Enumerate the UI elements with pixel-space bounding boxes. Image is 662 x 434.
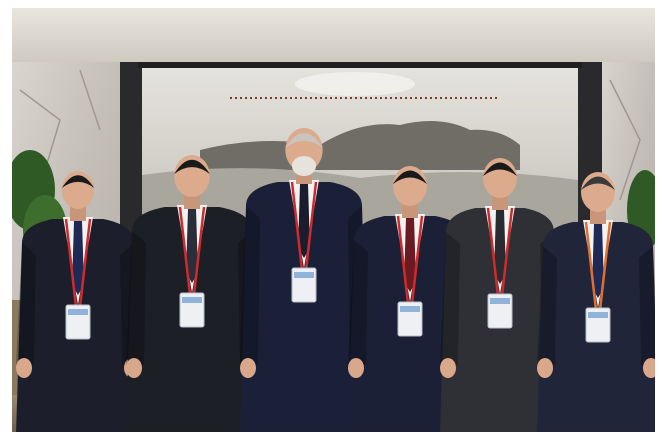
arm [126, 231, 146, 365]
tie [298, 184, 310, 258]
badge-stripe [294, 272, 314, 278]
badge-stripe [182, 297, 202, 303]
tie [404, 218, 416, 292]
person [537, 172, 655, 432]
arm [440, 232, 460, 365]
lanyard [178, 206, 206, 296]
hand [643, 358, 655, 378]
hand [126, 358, 142, 378]
hand [537, 358, 553, 378]
scene [12, 8, 655, 432]
hand [348, 358, 364, 378]
hair [174, 159, 210, 174]
people [16, 128, 655, 432]
hair [483, 162, 517, 176]
suit [240, 182, 368, 432]
arm [348, 240, 368, 365]
badge-stripe [490, 298, 510, 304]
beard [292, 156, 316, 176]
lanyard [396, 215, 424, 305]
tie [494, 210, 506, 284]
hair [581, 176, 615, 190]
painted-mountains [200, 121, 520, 170]
lanyard [584, 221, 612, 311]
hand [16, 358, 32, 378]
hair [61, 175, 95, 188]
hair [393, 170, 427, 184]
badge-stripe [588, 312, 608, 318]
arm [16, 243, 36, 365]
lanyard [486, 207, 514, 297]
hand [240, 358, 256, 378]
arm [639, 246, 655, 365]
lanyard [64, 218, 92, 308]
painting-frame [138, 62, 582, 68]
arm [537, 246, 557, 365]
light-reflection [295, 72, 415, 96]
tie [72, 221, 84, 295]
ceiling [12, 8, 655, 62]
arm [240, 206, 260, 365]
hair [285, 133, 323, 148]
tie [186, 209, 198, 283]
hand [440, 358, 456, 378]
badge-stripe [68, 309, 88, 315]
tie [592, 224, 604, 298]
badge-stripe [400, 306, 420, 312]
lanyard [290, 181, 318, 271]
